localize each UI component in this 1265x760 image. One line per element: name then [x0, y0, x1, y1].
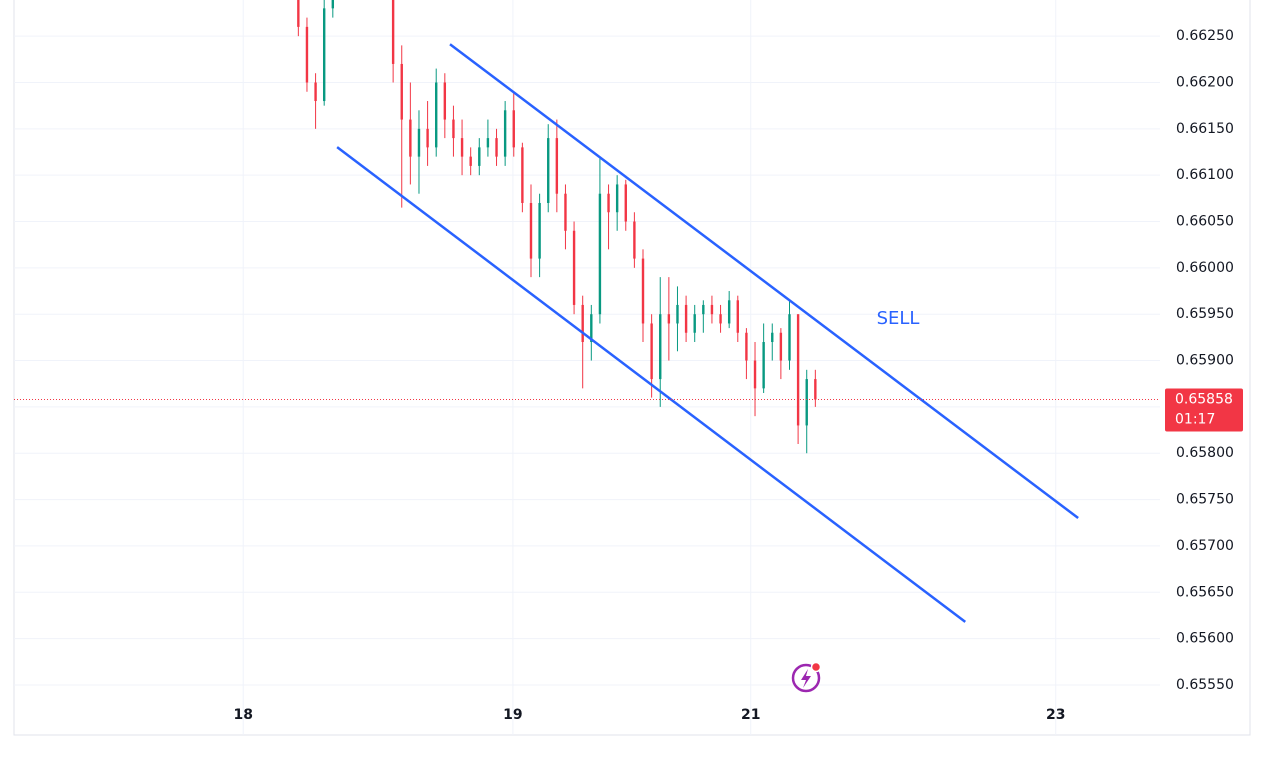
- lightning-icon: [791, 661, 822, 693]
- y-tick-label: 0.66150: [1176, 121, 1234, 137]
- candle-body: [529, 202, 533, 259]
- candle-body: [443, 82, 447, 120]
- y-tick-label: 0.66250: [1176, 28, 1234, 44]
- candle-body: [667, 314, 671, 324]
- candle-body: [624, 184, 627, 222]
- candle-body: [771, 332, 774, 343]
- candle-body: [400, 63, 403, 120]
- candle-body: [305, 26, 309, 83]
- y-tick-label: 0.66050: [1176, 214, 1234, 230]
- candle-body: [676, 304, 679, 324]
- candle-body: [693, 314, 696, 333]
- candle-body: [779, 332, 783, 361]
- candle-body: [702, 304, 705, 315]
- candle-body: [805, 379, 808, 426]
- candle-body: [564, 193, 567, 231]
- y-tick-label: 0.66200: [1176, 74, 1234, 90]
- candle-body: [495, 138, 498, 157]
- candle-body: [469, 156, 472, 166]
- annotation: SELL: [877, 308, 920, 329]
- candle-body: [745, 332, 748, 361]
- candle-body: [581, 304, 584, 343]
- candle-body: [435, 82, 438, 148]
- y-tick-label: 0.66000: [1176, 260, 1234, 276]
- y-tick-label: 0.65700: [1176, 538, 1234, 554]
- candle-body: [478, 147, 481, 166]
- candle-body: [659, 314, 662, 380]
- last-price-badge: [1165, 388, 1243, 432]
- candle-body: [538, 202, 541, 259]
- candle-body: [710, 304, 714, 315]
- candle-body: [607, 193, 610, 213]
- candle-body: [486, 138, 490, 148]
- candle-body: [788, 314, 791, 361]
- candle-body: [641, 258, 645, 324]
- candle-body: [426, 128, 429, 148]
- candle-body: [572, 230, 576, 305]
- candle-body: [814, 379, 817, 400]
- candle-body: [615, 184, 619, 213]
- candle-body: [598, 193, 602, 315]
- candle-body: [391, 0, 395, 64]
- candle-body: [297, 0, 300, 27]
- y-tick-label: 0.65950: [1176, 306, 1234, 322]
- y-tick-label: 0.66100: [1176, 167, 1234, 183]
- last-price-label: 0.65858: [1175, 391, 1233, 407]
- trend-line: [336, 146, 967, 623]
- y-tick-label: 0.65800: [1176, 445, 1234, 461]
- x-tick-label: 19: [503, 707, 522, 723]
- trend-line: [449, 43, 1079, 520]
- candle-body: [547, 138, 550, 203]
- candle-body: [503, 110, 507, 157]
- x-tick-label: 18: [233, 707, 252, 723]
- candle-body: [650, 323, 653, 380]
- candle-body: [417, 128, 421, 157]
- candle-body: [512, 110, 515, 148]
- candle-body: [736, 300, 739, 333]
- axes: 0.65550 0.65600 0.65650 0.65700 0.65750 0.658…: [233, 28, 1233, 723]
- candle-body: [331, 0, 335, 9]
- candle-body: [590, 314, 593, 343]
- x-tick-label: 23: [1046, 707, 1065, 723]
- x-tick-label: 21: [741, 707, 760, 723]
- y-tick-label: 0.65750: [1176, 492, 1234, 508]
- candle-body: [719, 314, 722, 324]
- candle-body: [322, 8, 326, 102]
- y-tick-label: 0.65650: [1176, 584, 1234, 600]
- candle-body: [314, 82, 317, 102]
- candle-body: [409, 119, 412, 157]
- candle-body: [633, 221, 636, 259]
- candle-body: [762, 342, 765, 389]
- y-tick-label: 0.65550: [1176, 677, 1234, 693]
- candle-body: [452, 119, 455, 139]
- candle-body: [460, 138, 464, 157]
- candle-body: [521, 147, 524, 203]
- candle-body: [555, 138, 559, 194]
- candle-body: [753, 360, 757, 389]
- grid: [14, 0, 1160, 735]
- plot-area: [297, 0, 1079, 623]
- candle-body: [684, 304, 688, 333]
- candle-body: [796, 314, 800, 426]
- candle-body: [727, 300, 731, 324]
- y-tick-label: 0.65600: [1176, 631, 1234, 647]
- y-tick-label: 0.65900: [1176, 353, 1234, 369]
- countdown-label: 01:17: [1175, 411, 1215, 427]
- chart-frame: [13, 0, 1251, 736]
